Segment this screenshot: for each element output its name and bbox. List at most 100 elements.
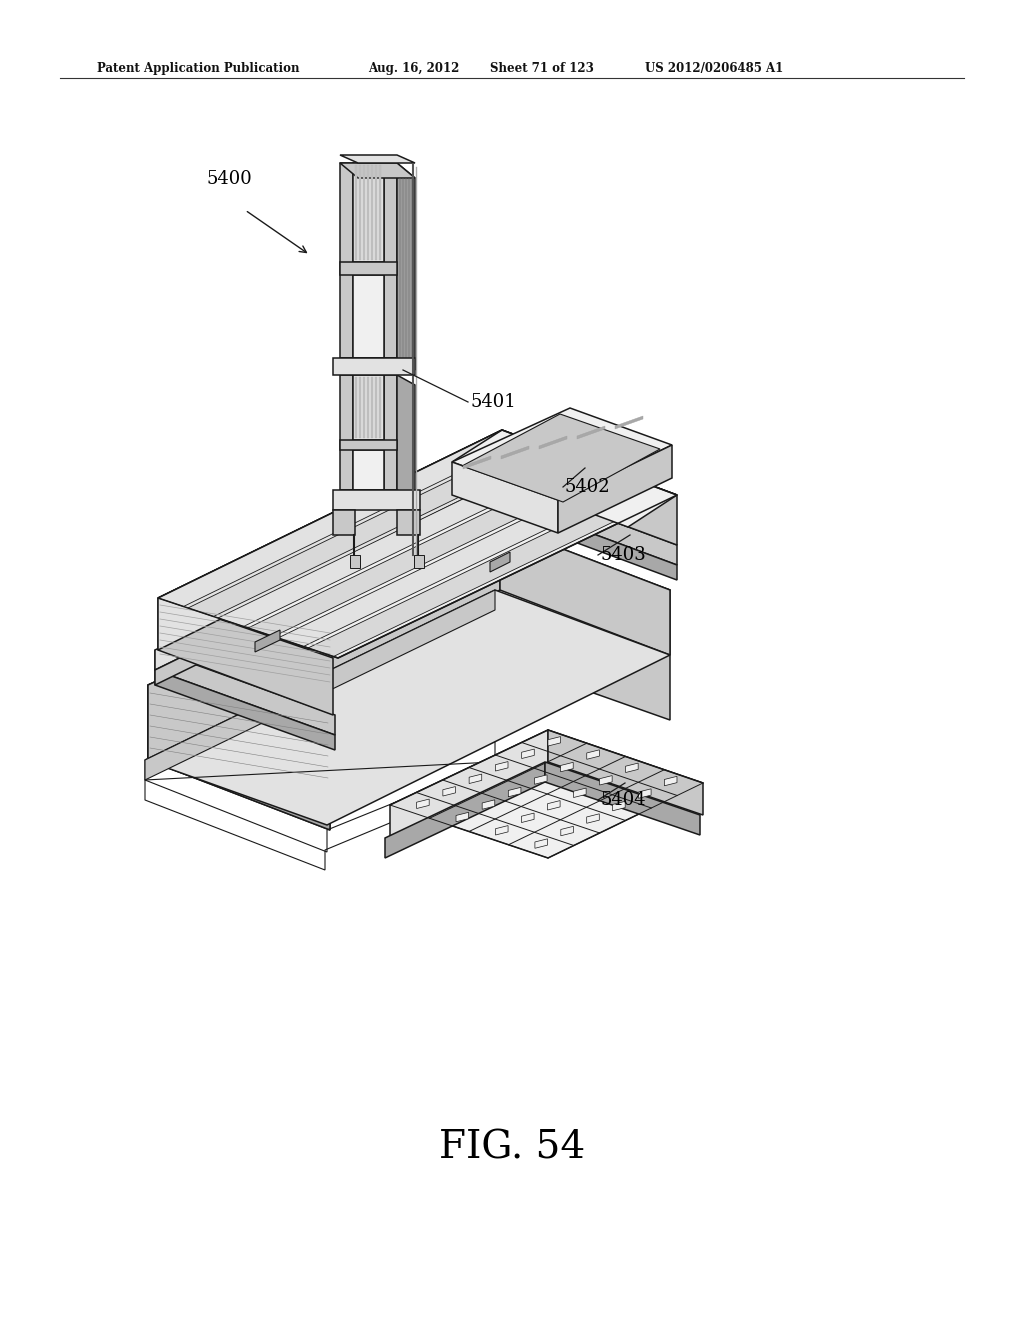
Polygon shape: [469, 774, 481, 784]
Polygon shape: [155, 649, 335, 735]
Text: 5403: 5403: [600, 546, 646, 564]
Polygon shape: [535, 838, 548, 849]
Polygon shape: [340, 154, 415, 162]
Polygon shape: [548, 730, 703, 814]
Polygon shape: [573, 788, 586, 797]
Polygon shape: [452, 430, 677, 527]
Polygon shape: [278, 474, 643, 647]
Polygon shape: [402, 180, 404, 370]
Polygon shape: [158, 430, 677, 657]
Polygon shape: [340, 375, 353, 490]
Polygon shape: [417, 799, 429, 809]
Polygon shape: [188, 441, 556, 616]
Polygon shape: [456, 812, 469, 822]
Polygon shape: [355, 378, 357, 438]
Polygon shape: [502, 500, 677, 579]
Polygon shape: [371, 378, 373, 438]
Polygon shape: [353, 375, 384, 440]
Polygon shape: [371, 165, 373, 260]
Polygon shape: [340, 162, 353, 358]
Polygon shape: [482, 800, 495, 809]
Polygon shape: [340, 261, 397, 275]
Text: FIG. 54: FIG. 54: [439, 1130, 585, 1167]
Text: 5402: 5402: [565, 478, 610, 496]
Polygon shape: [599, 776, 612, 785]
Polygon shape: [353, 162, 384, 261]
Polygon shape: [384, 162, 397, 358]
Polygon shape: [490, 552, 510, 572]
Polygon shape: [442, 787, 456, 796]
Polygon shape: [496, 762, 508, 771]
Polygon shape: [158, 598, 333, 715]
Polygon shape: [462, 414, 660, 502]
Text: 5401: 5401: [470, 393, 516, 411]
Polygon shape: [508, 787, 521, 797]
Polygon shape: [558, 445, 672, 533]
Polygon shape: [333, 490, 420, 510]
Text: Aug. 16, 2012: Aug. 16, 2012: [368, 62, 460, 75]
Polygon shape: [255, 630, 280, 652]
Polygon shape: [452, 462, 558, 533]
Polygon shape: [408, 180, 410, 370]
Polygon shape: [148, 685, 330, 830]
Polygon shape: [390, 730, 548, 838]
Polygon shape: [615, 416, 643, 429]
Polygon shape: [333, 510, 355, 535]
Polygon shape: [502, 480, 677, 565]
Polygon shape: [333, 358, 415, 375]
Polygon shape: [502, 430, 677, 545]
Polygon shape: [496, 825, 508, 836]
Polygon shape: [218, 451, 585, 627]
Polygon shape: [148, 531, 670, 830]
Polygon shape: [308, 484, 673, 656]
Polygon shape: [158, 430, 502, 649]
Polygon shape: [375, 378, 377, 438]
Polygon shape: [340, 490, 415, 500]
Polygon shape: [463, 455, 490, 469]
Polygon shape: [539, 436, 567, 449]
Polygon shape: [639, 789, 651, 799]
Polygon shape: [145, 590, 495, 780]
Polygon shape: [362, 165, 365, 260]
Polygon shape: [626, 763, 638, 772]
Polygon shape: [612, 801, 626, 810]
Polygon shape: [353, 450, 384, 490]
Polygon shape: [577, 426, 605, 440]
Polygon shape: [548, 800, 560, 810]
Text: 5404: 5404: [600, 791, 645, 809]
Polygon shape: [350, 554, 360, 568]
Polygon shape: [248, 462, 614, 636]
Polygon shape: [545, 762, 700, 836]
Polygon shape: [548, 737, 560, 746]
Polygon shape: [561, 826, 573, 836]
Polygon shape: [397, 375, 415, 500]
Polygon shape: [587, 814, 599, 824]
Polygon shape: [411, 180, 413, 370]
Polygon shape: [145, 590, 670, 825]
Polygon shape: [399, 180, 401, 370]
Polygon shape: [560, 763, 573, 772]
Polygon shape: [390, 730, 703, 858]
Polygon shape: [379, 378, 381, 438]
Polygon shape: [355, 165, 357, 260]
Polygon shape: [587, 750, 599, 759]
Polygon shape: [148, 525, 670, 750]
Polygon shape: [340, 162, 415, 178]
Polygon shape: [535, 775, 547, 784]
Text: Patent Application Publication: Patent Application Publication: [97, 62, 299, 75]
Polygon shape: [359, 378, 361, 438]
Polygon shape: [155, 500, 502, 685]
Polygon shape: [362, 378, 365, 438]
Polygon shape: [379, 165, 381, 260]
Polygon shape: [340, 358, 415, 370]
Polygon shape: [397, 510, 420, 535]
Polygon shape: [158, 430, 526, 606]
Polygon shape: [385, 762, 545, 858]
Polygon shape: [406, 180, 407, 370]
Text: Sheet 71 of 123: Sheet 71 of 123: [490, 62, 594, 75]
Polygon shape: [353, 275, 384, 358]
Polygon shape: [414, 554, 424, 568]
Polygon shape: [501, 446, 529, 459]
Text: 5400: 5400: [207, 170, 253, 187]
Polygon shape: [521, 748, 535, 759]
